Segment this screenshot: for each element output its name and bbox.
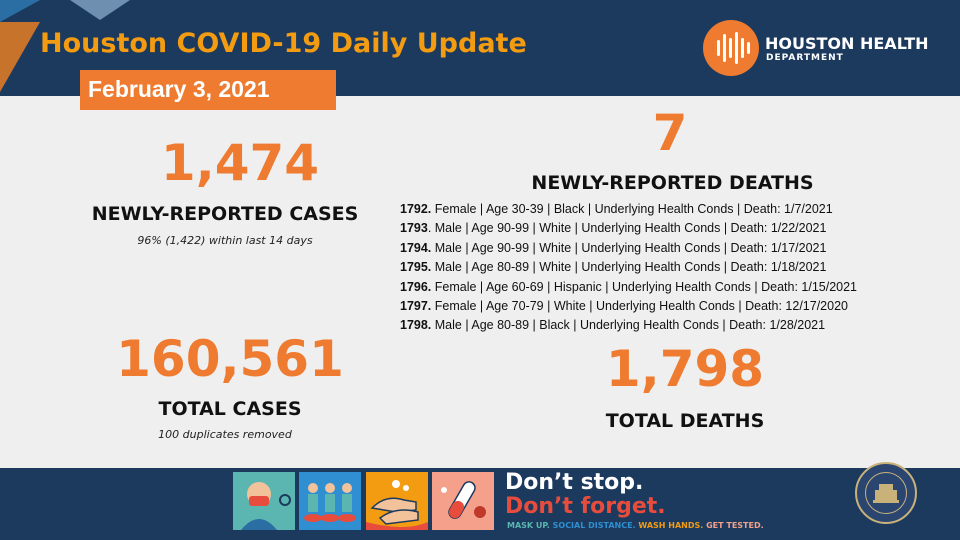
total-deaths-label: TOTAL DEATHS — [605, 410, 765, 432]
mask-icon — [233, 472, 295, 530]
decor-triangle — [70, 0, 130, 20]
health-department-logo-icon — [703, 20, 759, 76]
social-distance-icon — [299, 472, 361, 530]
death-row: 1794. Male | Age 90-99 | White | Underly… — [400, 240, 827, 255]
deaths-list: 1792. Female | Age 30-39 | Black | Under… — [400, 202, 940, 338]
total-cases-count: 160,561 — [116, 330, 344, 388]
total-cases-label: TOTAL CASES — [158, 398, 302, 420]
new-deaths-label: NEWLY-REPORTED DEATHS — [531, 172, 814, 194]
page-title: Houston COVID-19 Daily Update — [40, 28, 527, 59]
death-row: 1792. Female | Age 30-39 | Black | Under… — [400, 202, 833, 216]
tagline-dont-forget: Don’t forget. — [505, 494, 666, 519]
tagline-actions: MASK UP. SOCIAL DISTANCE. WASH HANDS. GE… — [507, 521, 764, 530]
test-tube-icon — [432, 472, 494, 530]
decor-triangle — [0, 0, 40, 22]
city-seal-icon — [855, 462, 917, 524]
death-row: 1796. Female | Age 60-69 | Hispanic | Un… — [400, 279, 858, 294]
death-row: 1798. Male | Age 80-89 | Black | Underly… — [400, 318, 826, 333]
org-name: HOUSTON HEALTH — [765, 34, 929, 53]
new-cases-label: NEWLY-REPORTED CASES — [91, 203, 359, 225]
org-subtitle: DEPARTMENT — [766, 53, 844, 63]
date-badge: February 3, 2021 — [80, 70, 336, 110]
total-cases-note: 100 duplicates removed — [158, 428, 292, 441]
new-cases-note: 96% (1,422) within last 14 days — [137, 234, 313, 247]
death-row: 1797. Female | Age 70-79 | White | Under… — [400, 298, 848, 313]
death-row: 1795. Male | Age 80-89 | White | Underly… — [400, 260, 827, 275]
new-deaths-count: 7 — [652, 104, 688, 162]
death-row: 1793. Male | Age 90-99 | White | Underly… — [400, 221, 827, 236]
decor-triangle — [0, 22, 40, 92]
wash-hands-icon — [366, 472, 428, 530]
new-cases-count: 1,474 — [160, 134, 320, 192]
total-deaths-count: 1,798 — [605, 340, 765, 398]
tagline-dont-stop: Don’t stop. — [505, 470, 644, 495]
